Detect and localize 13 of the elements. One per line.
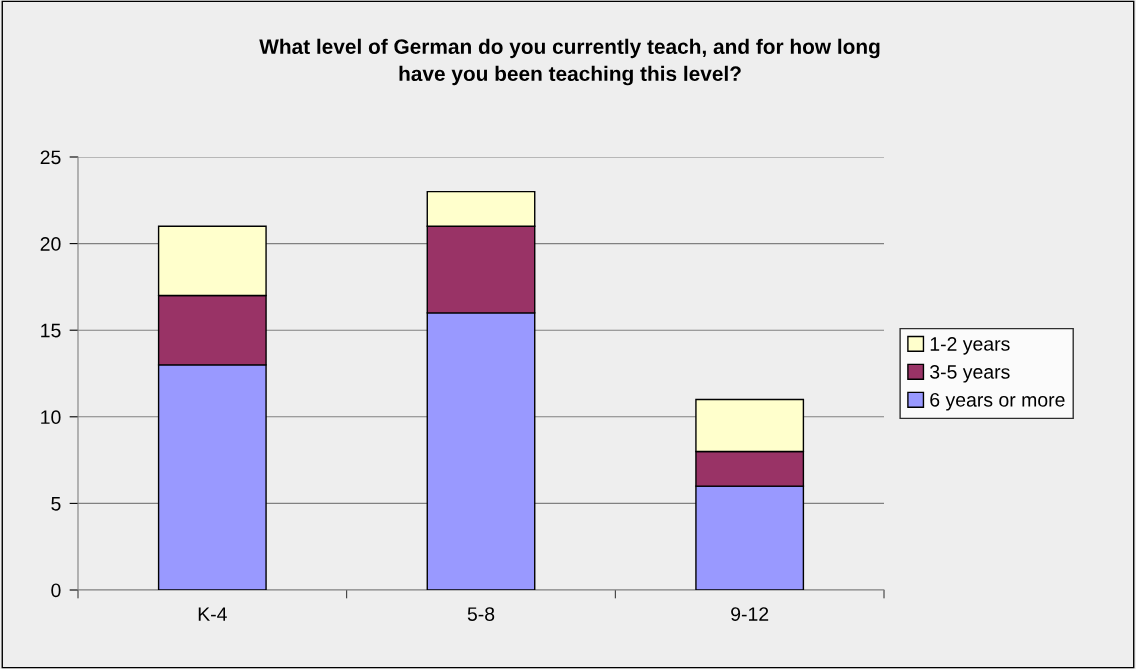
y-tick-label: 25: [40, 150, 61, 165]
y-tick-label: 10: [41, 410, 61, 425]
legend-label: 6 years or more: [930, 392, 1065, 411]
y-tick-label: 5: [51, 497, 61, 511]
legend-label: 1-2 years: [930, 337, 1010, 355]
y-tick-label: 15: [41, 323, 61, 338]
legend-label: 3-5 years: [930, 365, 1010, 383]
x-tick-label: K-4: [198, 607, 227, 621]
y-tick-label: 20: [40, 237, 61, 251]
x-tick-label: 5-8: [467, 607, 495, 621]
chart-title: What level of German do you currently teach, and for how long have you been teaching this level?: [259, 38, 880, 86]
x-tick-label: 9-12: [731, 607, 769, 621]
y-tick-label: 0: [51, 583, 61, 598]
